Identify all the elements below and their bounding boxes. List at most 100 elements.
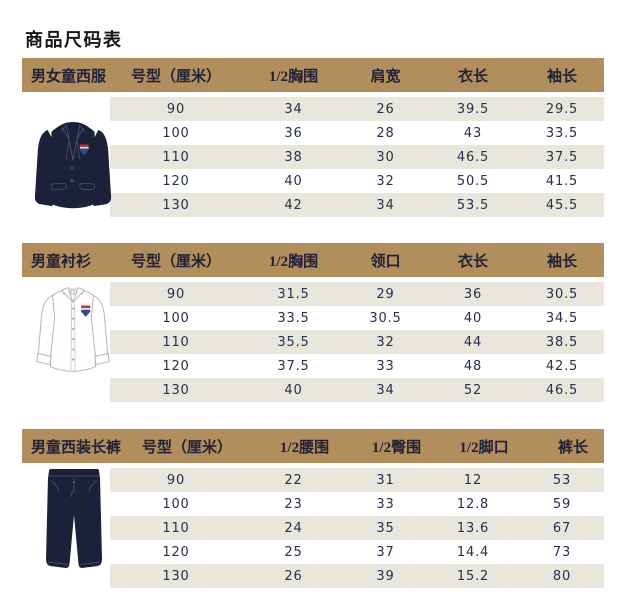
- value-cell: 53: [552, 472, 572, 488]
- value-cell: 32: [376, 334, 395, 350]
- value-cell: 34: [376, 197, 395, 213]
- value-cell: 34.5: [545, 310, 579, 326]
- table-row: 90 31.5 29 36 30.5: [110, 282, 604, 306]
- size-cell: 100: [162, 125, 190, 141]
- table-row: 100 33.5 30.5 40 34.5: [110, 306, 604, 330]
- value-cell: 39.5: [456, 101, 490, 117]
- value-cell: 37.5: [277, 358, 310, 374]
- value-cell: 29: [376, 286, 395, 302]
- value-cell: 26: [376, 101, 395, 117]
- value-cell: 14.4: [456, 544, 490, 560]
- product-name: 男女童西服: [31, 68, 107, 85]
- value-cell: 38: [284, 149, 303, 165]
- value-cell: 15.2: [456, 568, 490, 584]
- table-row: 120 37.5 33 48 42.5: [110, 354, 604, 378]
- value-cell: 33: [376, 358, 395, 374]
- value-cell: 52: [463, 382, 483, 398]
- value-cell: 31.5: [277, 286, 310, 302]
- value-cell: 30: [376, 149, 395, 165]
- value-cell: 33.5: [277, 310, 310, 326]
- value-cell: 35: [376, 520, 395, 536]
- table-body: 90 34 26 39.5 29.5 100 36 28 43 33.5 110…: [110, 97, 604, 217]
- table-row: 110 38 30 46.5 37.5: [110, 145, 604, 169]
- value-cell: 38.5: [545, 334, 579, 350]
- table-body: 90 22 31 12 53 100 23 33 12.8 59 110 24 …: [110, 468, 604, 588]
- value-cell: 22: [284, 472, 303, 488]
- value-cell: 33: [376, 496, 395, 512]
- value-cell: 73: [552, 544, 572, 560]
- table-row: 110 24 35 13.6 67: [110, 516, 604, 540]
- column-header-half-waist: 1/2腰围: [279, 439, 330, 456]
- value-cell: 25: [284, 544, 303, 560]
- size-cell: 110: [162, 149, 190, 165]
- size-cell: 100: [162, 310, 190, 326]
- column-header-half-hem: 1/2脚口: [459, 439, 509, 456]
- table-header-row: 男女童西服 号型（厘米） 1/2胸围 肩宽 衣长 袖长: [22, 58, 604, 92]
- size-table-blazer: 男女童西服 号型（厘米） 1/2胸围 肩宽 衣长 袖长: [22, 58, 604, 217]
- table-row: 90 22 31 12 53: [110, 468, 604, 492]
- value-cell: 32: [376, 173, 395, 189]
- value-cell: 46.5: [545, 382, 579, 398]
- value-cell: 36: [463, 286, 483, 302]
- column-header-half-chest: 1/2胸围: [268, 68, 319, 85]
- trousers-illustration: [44, 465, 104, 575]
- table-row: 130 42 34 53.5 45.5: [110, 193, 604, 217]
- size-cell: 130: [162, 382, 190, 398]
- value-cell: 31: [376, 472, 395, 488]
- value-cell: 53.5: [456, 197, 490, 213]
- value-cell: 44: [463, 334, 483, 350]
- size-cell: 110: [162, 520, 190, 536]
- size-cell: 120: [162, 173, 190, 189]
- value-cell: 28: [376, 125, 395, 141]
- value-cell: 37.5: [545, 149, 579, 165]
- value-cell: 13.6: [456, 520, 490, 536]
- value-cell: 46.5: [456, 149, 490, 165]
- table-row: 120 25 37 14.4 73: [110, 540, 604, 564]
- value-cell: 50.5: [456, 173, 490, 189]
- table-row: 100 23 33 12.8 59: [110, 492, 604, 516]
- value-cell: 80: [552, 568, 572, 584]
- value-cell: 45.5: [545, 197, 579, 213]
- size-cell: 100: [162, 496, 190, 512]
- size-cell: 130: [162, 197, 190, 213]
- table-row: 130 40 34 52 46.5: [110, 378, 604, 402]
- value-cell: 34: [376, 382, 395, 398]
- column-header-size: 号型（厘米）: [130, 68, 221, 85]
- value-cell: 40: [284, 382, 303, 398]
- table-body: 90 31.5 29 36 30.5 100 33.5 30.5 40 34.5…: [110, 282, 604, 402]
- value-cell: 26: [284, 568, 303, 584]
- size-cell: 120: [162, 358, 190, 374]
- value-cell: 40: [463, 310, 483, 326]
- column-header-length: 衣长: [457, 68, 488, 85]
- value-cell: 39: [376, 568, 395, 584]
- value-cell: 42.5: [545, 358, 579, 374]
- column-header-sleeve: 袖长: [546, 253, 577, 270]
- column-header-size: 号型（厘米）: [142, 439, 233, 456]
- column-header-neck: 领口: [370, 253, 401, 270]
- value-cell: 41.5: [545, 173, 579, 189]
- value-cell: 12.8: [456, 496, 490, 512]
- value-cell: 42: [284, 197, 303, 213]
- size-cell: 90: [166, 286, 186, 302]
- product-name: 男童衬衫: [31, 253, 92, 270]
- table-row: 100 36 28 43 33.5: [110, 121, 604, 145]
- value-cell: 35.5: [277, 334, 310, 350]
- value-cell: 40: [284, 173, 303, 189]
- column-header-half-hip: 1/2臀围: [371, 439, 422, 456]
- value-cell: 24: [284, 520, 303, 536]
- value-cell: 30.5: [545, 286, 579, 302]
- value-cell: 33.5: [545, 125, 579, 141]
- value-cell: 67: [552, 520, 572, 536]
- size-cell: 90: [166, 101, 186, 117]
- value-cell: 30.5: [369, 310, 402, 326]
- page-title: 商品尺码表: [25, 30, 123, 50]
- size-cell: 120: [162, 544, 190, 560]
- size-cell: 90: [166, 472, 186, 488]
- size-cell: 130: [162, 568, 190, 584]
- column-header-sleeve: 袖长: [546, 68, 577, 85]
- value-cell: 34: [284, 101, 303, 117]
- column-header-length: 衣长: [457, 253, 488, 270]
- column-header-size: 号型（厘米）: [130, 253, 221, 270]
- size-table-shirt: 男童衬衫 号型（厘米） 1/2胸围 领口 衣长 袖长: [22, 243, 604, 402]
- value-cell: 23: [284, 496, 303, 512]
